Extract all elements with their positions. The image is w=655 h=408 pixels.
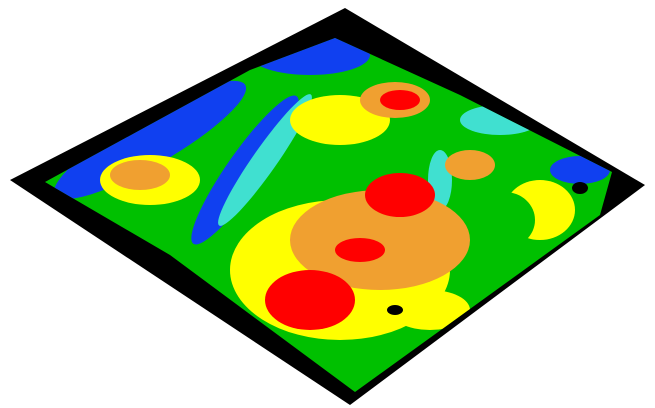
cyan-zone (218, 94, 312, 226)
blue-zone (53, 80, 247, 200)
red-zone (335, 238, 385, 262)
orange-zone (445, 150, 495, 180)
orange-zone (110, 160, 170, 190)
orange-zone (290, 190, 470, 290)
red-zone (380, 90, 420, 110)
red-zone (365, 173, 435, 217)
yellow-zone (390, 290, 470, 330)
green-zone (475, 192, 535, 248)
red-zone (265, 270, 355, 330)
dark-spot (572, 182, 588, 194)
dark-spot (387, 305, 403, 315)
